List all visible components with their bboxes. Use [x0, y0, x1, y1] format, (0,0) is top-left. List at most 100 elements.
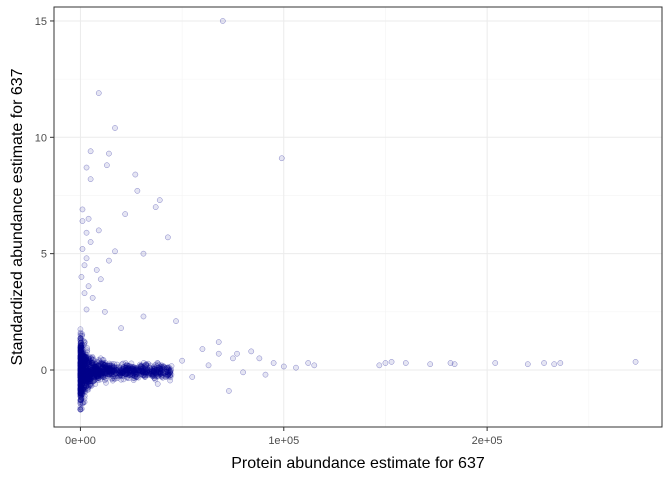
data-point: [149, 372, 155, 379]
data-point: [205, 362, 212, 369]
data-point: [87, 382, 93, 389]
data-point: [102, 366, 108, 373]
data-point: [89, 367, 96, 374]
data-point: [118, 361, 125, 368]
data-point: [82, 381, 88, 388]
data-point: [78, 383, 84, 390]
data-point: [122, 367, 128, 374]
data-point: [159, 366, 166, 373]
data-point: [77, 386, 84, 392]
data-point: [83, 369, 90, 376]
data-point: [632, 358, 639, 365]
data-point: [141, 367, 147, 373]
data-point: [109, 361, 115, 367]
data-point: [80, 365, 86, 372]
data-point: [78, 388, 85, 394]
data-point: [88, 360, 95, 367]
data-point: [77, 374, 84, 380]
data-point: [137, 368, 144, 375]
data-point: [142, 374, 148, 380]
data-point: [492, 360, 499, 366]
data-point: [94, 373, 101, 380]
data-point: [95, 375, 102, 381]
data-point: [86, 356, 93, 363]
data-point: [80, 365, 87, 372]
data-point: [131, 373, 138, 379]
data-point: [77, 385, 84, 392]
data-point: [147, 370, 153, 377]
data-point: [85, 386, 92, 393]
data-point: [78, 365, 84, 372]
data-point: [78, 349, 85, 356]
data-point: [92, 366, 99, 373]
data-point: [106, 370, 113, 377]
data-point: [88, 382, 95, 389]
data-point: [77, 361, 84, 367]
data-point: [87, 368, 93, 375]
data-point: [137, 361, 143, 368]
y-tick-label: 5: [41, 249, 47, 261]
data-point: [133, 366, 140, 373]
data-point: [79, 352, 85, 359]
data-point: [77, 369, 84, 376]
data-point: [99, 373, 106, 380]
data-point: [79, 352, 86, 359]
data-point: [80, 369, 86, 376]
data-point: [81, 369, 87, 376]
data-point: [77, 386, 84, 393]
data-point: [99, 357, 106, 364]
data-point: [100, 368, 106, 374]
data-point: [77, 347, 84, 354]
data-point: [108, 365, 114, 372]
data-point: [139, 365, 146, 372]
data-point: [144, 369, 151, 376]
data-point: [77, 379, 84, 386]
data-point: [106, 368, 112, 374]
data-point: [80, 375, 87, 381]
data-point: [94, 373, 100, 380]
data-point: [125, 365, 132, 372]
data-point: [83, 378, 90, 384]
data-point: [97, 368, 103, 374]
data-point: [79, 366, 86, 373]
data-point: [79, 382, 85, 388]
data-point: [83, 229, 90, 236]
data-point: [78, 391, 84, 398]
data-point: [89, 370, 96, 376]
data-point: [111, 361, 117, 367]
data-point: [83, 355, 90, 362]
data-point: [100, 366, 107, 373]
data-point: [133, 373, 140, 380]
data-point: [447, 360, 454, 366]
data-point: [143, 366, 149, 373]
data-point: [78, 358, 85, 365]
data-point: [118, 376, 124, 383]
data-point: [127, 364, 133, 370]
data-point: [179, 357, 185, 364]
data-point: [77, 385, 84, 391]
data-point: [97, 371, 104, 378]
data-point: [86, 368, 92, 375]
data-point: [78, 364, 84, 370]
data-point: [131, 367, 138, 374]
data-point: [161, 370, 168, 376]
data-point: [100, 361, 106, 368]
data-point: [128, 365, 135, 372]
data-point: [80, 374, 87, 381]
data-point: [81, 357, 87, 363]
data-point: [95, 369, 102, 376]
data-point: [133, 367, 139, 374]
data-point: [94, 370, 100, 376]
data-point: [158, 373, 165, 380]
data-point: [91, 368, 98, 374]
data-point: [83, 354, 89, 360]
data-point: [91, 364, 98, 371]
data-point: [524, 361, 531, 368]
data-point: [87, 380, 94, 387]
data-point: [118, 369, 125, 376]
data-point: [80, 353, 86, 360]
data-point: [77, 346, 84, 353]
data-point: [156, 197, 163, 203]
data-point: [77, 368, 84, 374]
data-point: [82, 372, 88, 379]
